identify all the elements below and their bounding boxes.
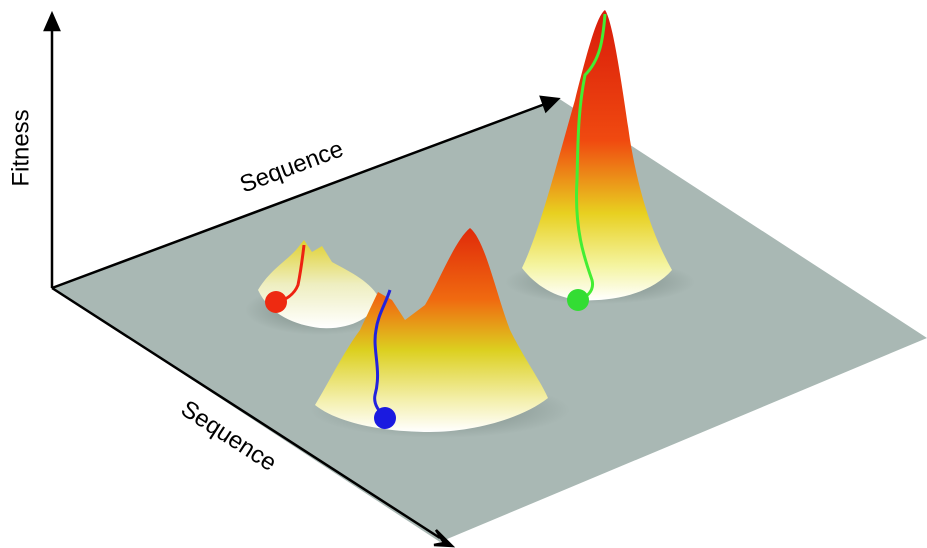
- red-start: [265, 291, 287, 313]
- arrowhead: [45, 14, 59, 30]
- green-start: [567, 289, 589, 311]
- fitness-label: Fitness: [7, 109, 34, 186]
- fitness-landscape: Fitness Sequence Sequence: [0, 0, 927, 548]
- blue-start: [374, 407, 396, 429]
